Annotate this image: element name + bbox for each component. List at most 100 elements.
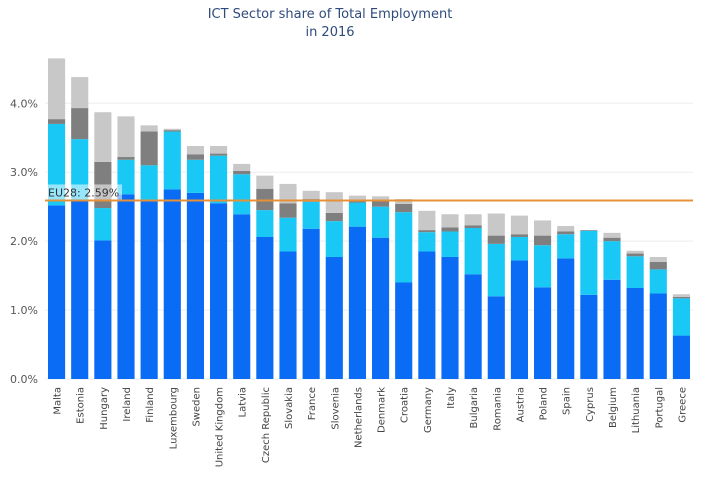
bar-segment-4[interactable] xyxy=(534,220,552,236)
bar-segment-2[interactable] xyxy=(510,236,528,261)
bar-segment-2[interactable] xyxy=(557,234,575,259)
bar-segment-4[interactable] xyxy=(487,213,505,236)
bar-segment-1[interactable] xyxy=(626,288,644,379)
bar-segment-4[interactable] xyxy=(163,128,181,131)
bar-segment-4[interactable] xyxy=(210,145,228,154)
bar-segment-2[interactable] xyxy=(649,269,667,294)
bar-segment-3[interactable] xyxy=(279,203,297,218)
bar-segment-2[interactable] xyxy=(580,230,598,295)
bar-segment-1[interactable] xyxy=(441,256,459,379)
bar-segment-2[interactable] xyxy=(395,212,413,283)
bar-segment-2[interactable] xyxy=(94,208,112,241)
bar-segment-4[interactable] xyxy=(233,163,251,171)
bar-segment-1[interactable] xyxy=(163,189,181,379)
bar-segment-1[interactable] xyxy=(325,256,343,379)
bar-segment-2[interactable] xyxy=(233,174,251,215)
bar-segment-4[interactable] xyxy=(603,232,621,238)
bar-segment-1[interactable] xyxy=(140,199,158,379)
bar-segment-3[interactable] xyxy=(71,108,89,140)
bar-segment-2[interactable] xyxy=(534,245,552,288)
bar-segment-4[interactable] xyxy=(71,77,89,109)
bar-segment-2[interactable] xyxy=(441,231,459,257)
bar-segment-1[interactable] xyxy=(372,237,390,379)
bar-segment-4[interactable] xyxy=(256,175,274,189)
bar-segment-3[interactable] xyxy=(256,188,274,211)
bar-segment-4[interactable] xyxy=(48,58,66,120)
bar-segment-1[interactable] xyxy=(510,260,528,379)
bar-segment-1[interactable] xyxy=(418,251,436,379)
bar-segment-3[interactable] xyxy=(487,235,505,244)
bar-segment-4[interactable] xyxy=(117,116,135,158)
bar-segment-1[interactable] xyxy=(580,294,598,379)
bar-segment-3[interactable] xyxy=(603,237,621,242)
bar-segment-1[interactable] xyxy=(649,293,667,379)
bar-segment-3[interactable] xyxy=(418,230,436,233)
bar-segment-3[interactable] xyxy=(48,119,66,124)
bar-segment-3[interactable] xyxy=(626,253,644,257)
bar-segment-4[interactable] xyxy=(626,250,644,254)
bar-segment-1[interactable] xyxy=(464,274,482,379)
bar-segment-2[interactable] xyxy=(464,228,482,275)
bar-segment-4[interactable] xyxy=(325,192,343,213)
bar-segment-3[interactable] xyxy=(534,235,552,246)
bar-segment-4[interactable] xyxy=(464,214,482,226)
bar-segment-1[interactable] xyxy=(302,228,320,379)
bar-segment-1[interactable] xyxy=(534,287,552,379)
bar-segment-2[interactable] xyxy=(348,202,366,227)
bar-segment-4[interactable] xyxy=(649,256,667,262)
bar-segment-2[interactable] xyxy=(626,256,644,289)
bar-segment-1[interactable] xyxy=(48,205,66,379)
bar-segment-1[interactable] xyxy=(186,192,204,379)
bar-segment-3[interactable] xyxy=(580,230,598,231)
bar-segment-3[interactable] xyxy=(325,212,343,222)
bar-segment-4[interactable] xyxy=(441,214,459,228)
bar-segment-4[interactable] xyxy=(94,112,112,162)
bar-segment-3[interactable] xyxy=(233,170,251,175)
bar-segment-1[interactable] xyxy=(117,194,135,379)
bar-segment-3[interactable] xyxy=(140,131,158,166)
bar-segment-2[interactable] xyxy=(256,210,274,237)
bar-segment-1[interactable] xyxy=(603,279,621,379)
bar-segment-2[interactable] xyxy=(325,221,343,257)
bar-segment-1[interactable] xyxy=(210,203,228,379)
bar-segment-3[interactable] xyxy=(557,231,575,235)
bar-segment-4[interactable] xyxy=(418,210,436,231)
bar-segment-3[interactable] xyxy=(210,153,228,156)
bar-segment-1[interactable] xyxy=(557,258,575,379)
bar-segment-4[interactable] xyxy=(557,225,575,232)
bar-segment-3[interactable] xyxy=(464,225,482,229)
bar-segment-4[interactable] xyxy=(186,145,204,155)
bar-segment-1[interactable] xyxy=(672,335,690,379)
bar-segment-3[interactable] xyxy=(510,234,528,237)
bar-segment-1[interactable] xyxy=(233,214,251,379)
bar-segment-3[interactable] xyxy=(186,154,204,160)
bar-segment-2[interactable] xyxy=(302,201,320,229)
bar-segment-2[interactable] xyxy=(186,159,204,193)
bar-segment-4[interactable] xyxy=(372,196,390,200)
bar-segment-2[interactable] xyxy=(140,165,158,200)
bar-segment-4[interactable] xyxy=(302,190,320,200)
bar-segment-1[interactable] xyxy=(279,251,297,379)
bar-segment-2[interactable] xyxy=(279,217,297,252)
bar-segment-3[interactable] xyxy=(372,199,390,207)
bar-segment-3[interactable] xyxy=(649,261,667,270)
bar-segment-1[interactable] xyxy=(348,226,366,379)
bar-segment-3[interactable] xyxy=(395,203,413,213)
bar-segment-4[interactable] xyxy=(279,183,297,204)
bar-segment-1[interactable] xyxy=(256,236,274,379)
bar-segment-1[interactable] xyxy=(395,282,413,379)
bar-segment-3[interactable] xyxy=(441,227,459,232)
bar-segment-3[interactable] xyxy=(672,296,690,299)
bar-segment-3[interactable] xyxy=(163,130,181,132)
bar-segment-2[interactable] xyxy=(210,155,228,204)
bar-segment-4[interactable] xyxy=(510,215,528,235)
bar-segment-4[interactable] xyxy=(348,195,366,200)
bar-segment-2[interactable] xyxy=(163,131,181,190)
bar-segment-2[interactable] xyxy=(418,232,436,252)
bar-segment-2[interactable] xyxy=(603,241,621,280)
bar-segment-2[interactable] xyxy=(487,243,505,297)
bar-segment-1[interactable] xyxy=(94,240,112,379)
bar-segment-4[interactable] xyxy=(140,125,158,132)
bar-segment-4[interactable] xyxy=(672,294,690,297)
bar-segment-2[interactable] xyxy=(672,298,690,336)
